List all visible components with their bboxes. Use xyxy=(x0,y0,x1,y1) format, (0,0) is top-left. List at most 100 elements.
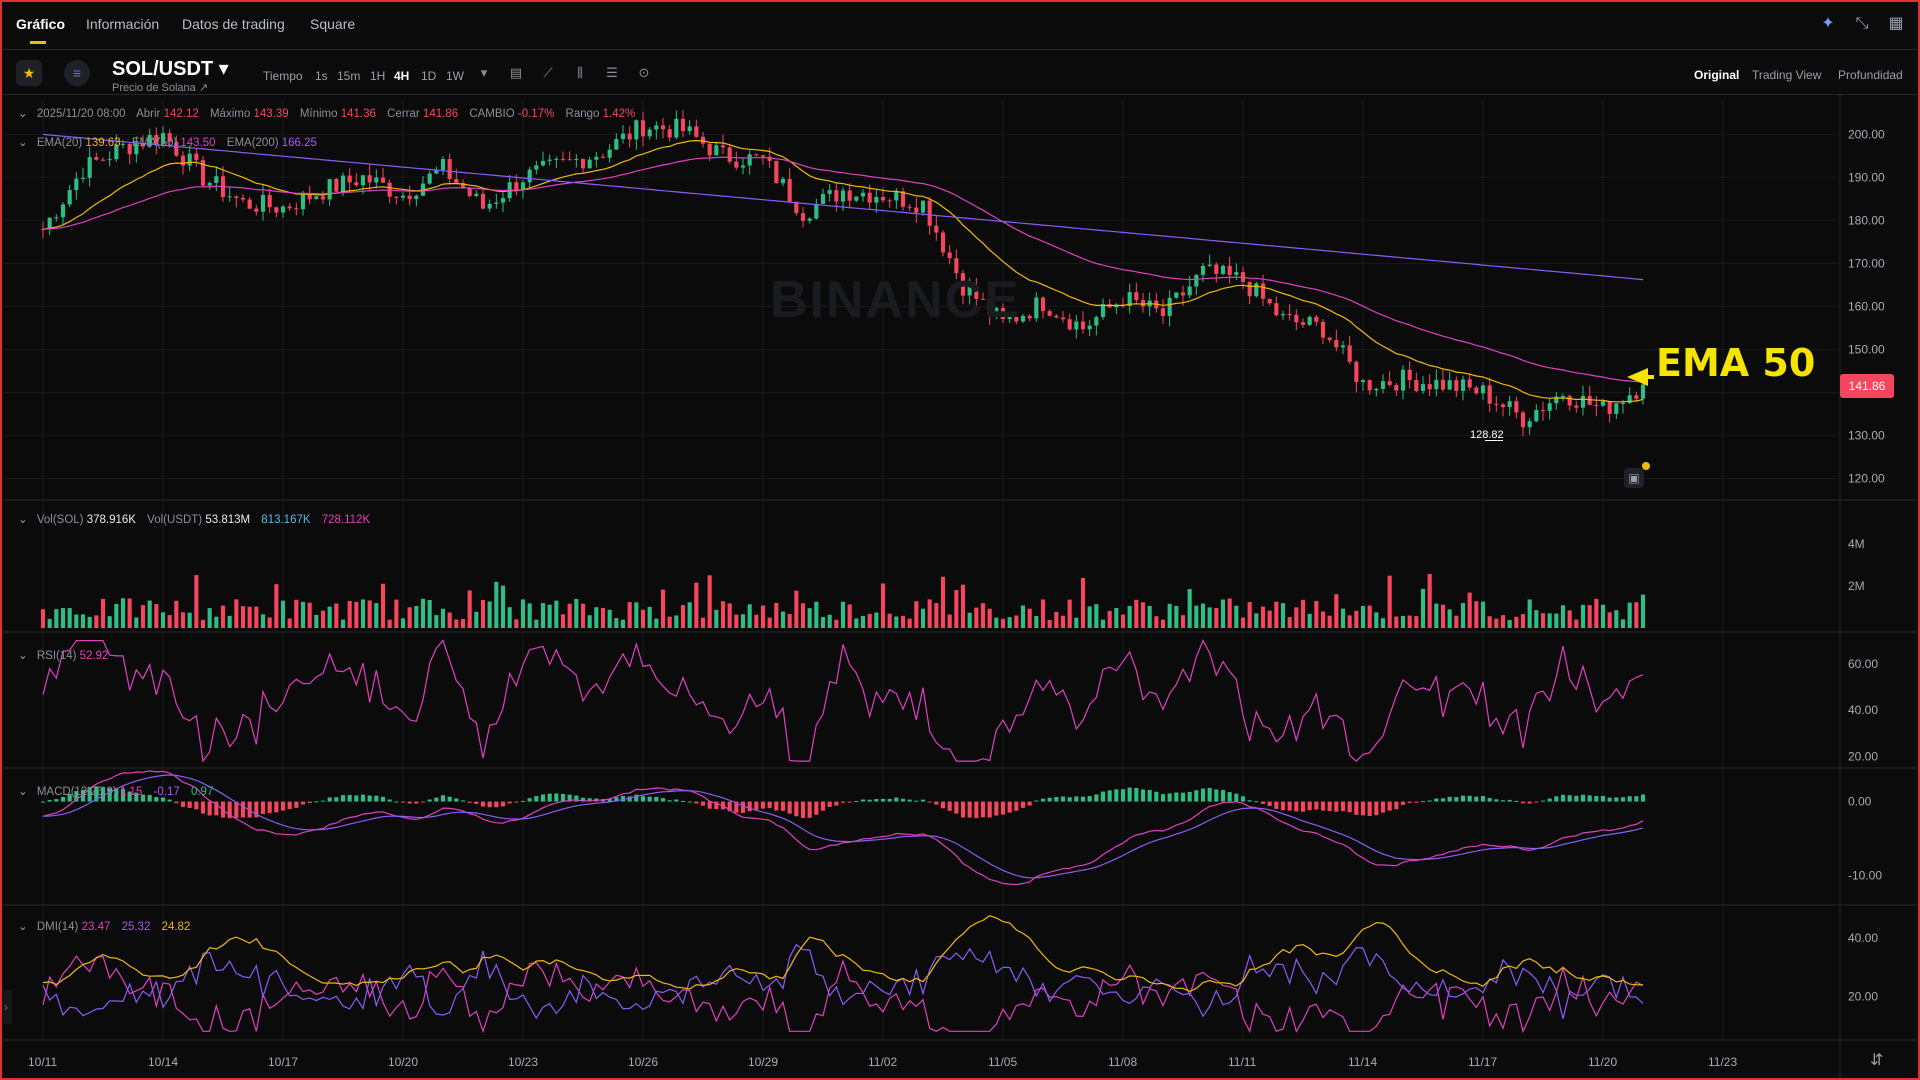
macd-tick-label: 0.00 xyxy=(1848,795,1872,809)
macd-hist-bar xyxy=(620,795,626,802)
side-expand-handle[interactable]: › xyxy=(0,990,12,1024)
volume-bar xyxy=(954,590,959,628)
view-tradingview[interactable]: Trading View xyxy=(1752,68,1822,82)
candle-body xyxy=(1447,380,1452,390)
macd-hist-bar xyxy=(234,801,239,819)
macd-hist-bar xyxy=(1627,796,1632,802)
macd-hist-bar xyxy=(1420,801,1426,803)
low-label: Mínimo xyxy=(299,108,338,120)
macd-hist-bar xyxy=(434,797,439,802)
scale-toggle-icon[interactable]: ⇵ xyxy=(1870,1052,1884,1069)
timeframe-1d[interactable]: 1D xyxy=(421,69,437,83)
candle-body xyxy=(954,258,959,274)
timeframe-15m[interactable]: 15m xyxy=(337,69,361,83)
macd-hist-bar xyxy=(900,798,906,802)
collapse-caret-icon[interactable]: ⌄ xyxy=(18,921,28,933)
low-price-label: 128.82 xyxy=(1470,429,1504,441)
volume-bar xyxy=(1340,608,1346,628)
dmi-adx-line xyxy=(42,915,1644,992)
ohlc-legend: ⌄ 2025/11/20 08:00 Abrir 142.12 Máximo 1… xyxy=(18,106,643,120)
candle-body xyxy=(1554,396,1559,404)
macd-hist-bar xyxy=(1527,801,1532,804)
view-original[interactable]: Original xyxy=(1694,68,1740,82)
candle-body xyxy=(187,153,192,166)
volume-bar xyxy=(1587,605,1592,628)
macd-hist-bar xyxy=(1000,801,1006,815)
tab-square[interactable]: Square xyxy=(310,16,356,32)
volume-bar xyxy=(274,584,279,628)
tab-informacion[interactable]: Información xyxy=(86,16,160,32)
macd-hist-bar xyxy=(174,801,179,804)
macd-hist-bar xyxy=(1087,796,1092,802)
candle-body xyxy=(180,155,186,166)
rsi-tick-label: 60.00 xyxy=(1848,657,1878,671)
volume-bar xyxy=(620,619,626,628)
candle-body xyxy=(1560,396,1566,398)
settings-sliders-icon[interactable]: ☰ xyxy=(606,65,618,80)
tab-datos-trading[interactable]: Datos de trading xyxy=(182,16,285,32)
volume-bar xyxy=(1427,573,1432,628)
collapse-icon[interactable]: ⤡ xyxy=(1855,15,1869,32)
candle-body xyxy=(1534,410,1539,422)
volume-bar xyxy=(47,618,52,628)
candle-body xyxy=(680,118,686,132)
pair-subtitle[interactable]: Precio de Solana ↗ xyxy=(112,82,209,94)
layout-grid-icon[interactable]: ▦ xyxy=(1888,15,1904,32)
volume-bar xyxy=(827,614,832,628)
candle-body xyxy=(1587,395,1592,405)
macd-hist-bar xyxy=(200,801,206,814)
collapse-caret-icon[interactable]: ⌄ xyxy=(18,108,28,120)
chart-type-icon[interactable]: ⫼ xyxy=(577,65,583,80)
order-book-float-icon[interactable]: ▣ xyxy=(1624,468,1644,488)
volume-bar xyxy=(1500,615,1506,628)
timeframe-1w[interactable]: 1W xyxy=(446,69,464,83)
indicator-icon[interactable]: ⟋ xyxy=(543,65,553,80)
volume-bar xyxy=(694,582,699,628)
macd-hist-bar xyxy=(287,801,292,810)
macd-hist-bar xyxy=(134,792,139,802)
volume-bar xyxy=(934,603,939,628)
volume-bar xyxy=(674,615,679,628)
volume-bar xyxy=(227,615,232,628)
volume-bar xyxy=(894,616,899,628)
macd-hist-bar xyxy=(1167,793,1172,802)
volume-bar xyxy=(1147,605,1152,628)
ai-sparkle-icon[interactable]: ✦ xyxy=(1821,15,1835,32)
collapse-caret-icon[interactable]: ⌄ xyxy=(18,786,28,798)
candle-body xyxy=(920,200,926,213)
macd-hist-bar xyxy=(500,801,506,807)
macd-hist-bar xyxy=(1414,801,1419,803)
collapse-caret-icon[interactable]: ⌄ xyxy=(18,137,28,149)
timeframe-4h[interactable]: 4H xyxy=(394,69,410,83)
candle-body xyxy=(1467,379,1472,388)
volume-bar xyxy=(1327,615,1332,628)
tab-grafico[interactable]: Gráfico xyxy=(16,16,66,44)
favorite-star-icon[interactable]: ★ xyxy=(16,60,42,86)
timeframe-1s[interactable]: 1s xyxy=(315,69,328,83)
macd-hist-bar xyxy=(207,801,212,816)
timeframe-1h[interactable]: 1H xyxy=(370,69,386,83)
volume-bar xyxy=(634,602,639,628)
volume-bar xyxy=(1127,605,1132,628)
macd-hist-bar xyxy=(414,801,419,804)
volume-bar xyxy=(1354,610,1359,628)
volume-bar xyxy=(700,617,706,628)
macd-hist-bar xyxy=(727,801,732,812)
rsi-line xyxy=(42,639,1644,763)
pair-selector[interactable]: SOL/USDT ▾ xyxy=(112,58,229,80)
collapse-caret-icon[interactable]: ⌄ xyxy=(18,514,28,526)
volume-bar xyxy=(820,617,826,628)
candle-body xyxy=(860,192,866,197)
macd-hist-bar xyxy=(687,801,692,803)
view-profundidad[interactable]: Profundidad xyxy=(1838,68,1903,82)
timeframe-dropdown-icon[interactable]: ▾ xyxy=(480,65,488,80)
candle-body xyxy=(587,159,592,169)
volume-bar xyxy=(927,599,932,628)
candle-body xyxy=(360,175,366,186)
drawing-tools-icon[interactable]: ⊙ xyxy=(638,65,650,80)
calendar-icon[interactable]: ▤ xyxy=(509,65,523,80)
x-tick-label: 10/29 xyxy=(748,1055,778,1069)
open-label: Abrir xyxy=(136,108,161,120)
collapse-caret-icon[interactable]: ⌄ xyxy=(18,650,28,662)
